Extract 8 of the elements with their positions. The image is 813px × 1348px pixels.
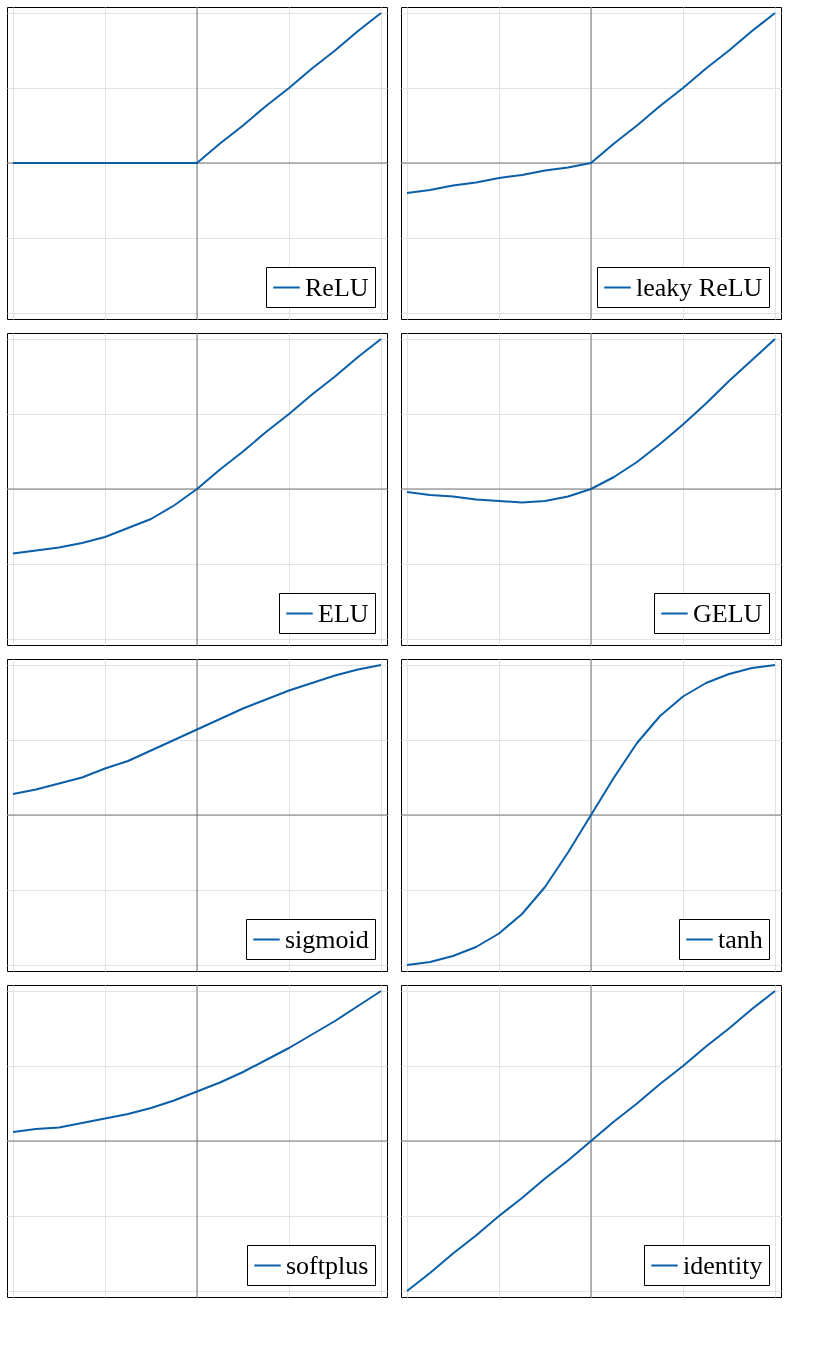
legend-label: softplus — [286, 1250, 369, 1280]
legend-label: leaky ReLU — [636, 272, 763, 302]
legend-label: ELU — [318, 598, 369, 628]
legend-label: sigmoid — [285, 924, 369, 954]
legend-label: tanh — [718, 924, 763, 954]
legend-label: identity — [683, 1250, 763, 1280]
legend-label: GELU — [693, 598, 763, 628]
legend-label: ReLU — [305, 272, 369, 302]
